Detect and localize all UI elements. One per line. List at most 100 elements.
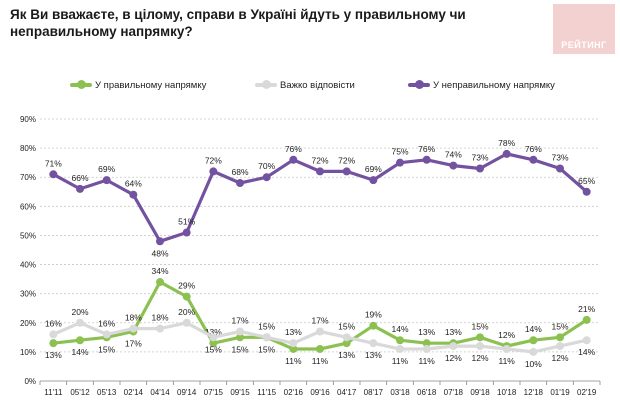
y-tick-label: 90% — [20, 115, 36, 124]
x-tick-label: 03'18 — [390, 388, 410, 397]
data-label-right: 11% — [312, 356, 329, 366]
data-label-wrong: 66% — [71, 173, 88, 183]
data-point-wrong — [49, 170, 58, 179]
data-point-hard — [529, 347, 538, 356]
x-tick-label: 02'16 — [284, 388, 304, 397]
data-label-hard: 20% — [71, 307, 88, 317]
data-point-right — [396, 336, 404, 345]
data-label-hard: 15% — [205, 344, 222, 354]
data-label-hard: 17% — [311, 316, 328, 326]
x-tick-label: 01'19 — [550, 388, 570, 397]
data-label-wrong: 74% — [445, 150, 462, 160]
data-label-right: 15% — [231, 344, 248, 354]
data-label-wrong: 69% — [365, 164, 382, 174]
data-label-wrong: 78% — [498, 138, 515, 148]
data-point-wrong — [502, 149, 511, 158]
y-tick-label: 10% — [20, 348, 36, 357]
data-label-wrong: 75% — [391, 147, 408, 157]
x-tick-label: 05'12 — [70, 388, 90, 397]
gridlines: 0% 10% 20% 30% 40% 50% 60% 70% 80% 90% — [20, 115, 600, 386]
legend-item-wrong: У неправильному напрямку — [408, 80, 555, 91]
data-label-wrong: 65% — [578, 176, 595, 186]
x-tick-label: 09'16 — [310, 388, 330, 397]
data-point-right — [49, 339, 58, 348]
data-label-right: 13% — [45, 350, 62, 360]
data-point-hard — [316, 327, 324, 336]
data-label-wrong: 71% — [45, 158, 62, 168]
x-tick-label: 05'13 — [97, 388, 117, 397]
data-point-hard — [209, 333, 218, 342]
data-label-wrong: 73% — [471, 152, 488, 162]
data-label-hard: 18% — [125, 313, 142, 323]
data-point-wrong — [396, 158, 404, 167]
data-label-hard: 13% — [365, 350, 382, 360]
data-point-wrong — [102, 176, 111, 185]
data-point-hard — [396, 344, 404, 353]
data-label-wrong: 64% — [125, 179, 142, 189]
data-label-right: 12% — [498, 330, 515, 340]
data-label-hard: 18% — [151, 313, 168, 323]
y-tick-label: 30% — [20, 290, 36, 299]
data-label-right: 15% — [551, 321, 568, 331]
x-tick-label: 02'19 — [577, 388, 597, 397]
data-label-hard: 13% — [285, 327, 302, 337]
data-label-right: 19% — [365, 310, 382, 320]
x-tick-label: 07'18 — [444, 388, 464, 397]
data-point-hard — [422, 344, 431, 353]
data-label-right: 14% — [71, 347, 88, 357]
data-point-wrong — [182, 228, 191, 237]
y-tick-label: 60% — [20, 202, 36, 211]
data-point-right — [476, 333, 484, 342]
data-point-hard — [556, 342, 564, 351]
data-point-hard — [502, 344, 511, 353]
data-label-wrong: 72% — [205, 155, 222, 165]
data-point-hard — [449, 342, 458, 351]
data-label-hard: 11% — [418, 356, 435, 366]
data-label-hard: 16% — [45, 318, 62, 328]
data-point-wrong — [262, 173, 271, 182]
data-label-hard: 15% — [338, 321, 355, 331]
data-label-hard: 16% — [98, 318, 115, 328]
data-label-wrong: 76% — [285, 144, 302, 154]
data-label-wrong: 69% — [98, 164, 115, 174]
data-label-hard: 17% — [231, 316, 248, 326]
data-label-right: 11% — [285, 356, 302, 366]
data-label-hard: 12% — [445, 353, 462, 363]
data-point-right — [342, 339, 351, 348]
data-point-right — [236, 333, 244, 342]
data-point-hard — [102, 330, 111, 339]
data-point-hard — [582, 336, 591, 345]
data-label-hard: 20% — [178, 307, 195, 317]
chart-title: Як Ви вважаєте, в цілому, справи в Украї… — [10, 7, 466, 39]
legend-item-hard: Важко відповісти — [255, 80, 355, 91]
data-point-right — [289, 344, 298, 353]
data-point-wrong — [76, 184, 84, 193]
data-label-wrong: 73% — [551, 152, 568, 162]
legend-label-hard: Важко відповісти — [280, 80, 355, 91]
legend: У правильному напрямку Важко відповісти … — [0, 80, 620, 96]
y-tick-label: 70% — [20, 173, 36, 182]
x-tick-label: 06'18 — [417, 388, 437, 397]
data-point-right — [556, 333, 564, 342]
data-label-right: 15% — [471, 321, 488, 331]
data-label-right: 13% — [338, 350, 355, 360]
data-point-hard — [289, 339, 298, 348]
data-point-wrong — [236, 179, 244, 188]
data-point-hard — [76, 318, 84, 327]
data-point-wrong — [129, 190, 138, 199]
y-tick-label: 80% — [20, 144, 36, 153]
data-label-wrong: 48% — [151, 248, 168, 258]
data-label-wrong: 70% — [258, 161, 275, 171]
x-axis: 11'11 05'12 05'13 02'14 04'14 09'14 07'15 09'15… — [39, 381, 601, 397]
y-tick-label: 40% — [20, 261, 36, 270]
data-label-wrong: 76% — [418, 144, 435, 154]
x-tick-label: 02'14 — [124, 388, 144, 397]
data-point-hard — [236, 327, 244, 336]
x-tick-label: 08'17 — [364, 388, 384, 397]
data-label-right: 13% — [445, 327, 462, 337]
data-label-right: 14% — [391, 324, 408, 334]
data-label-right: 21% — [578, 304, 595, 314]
data-label-wrong: 51% — [178, 217, 195, 227]
data-point-hard — [156, 324, 164, 333]
